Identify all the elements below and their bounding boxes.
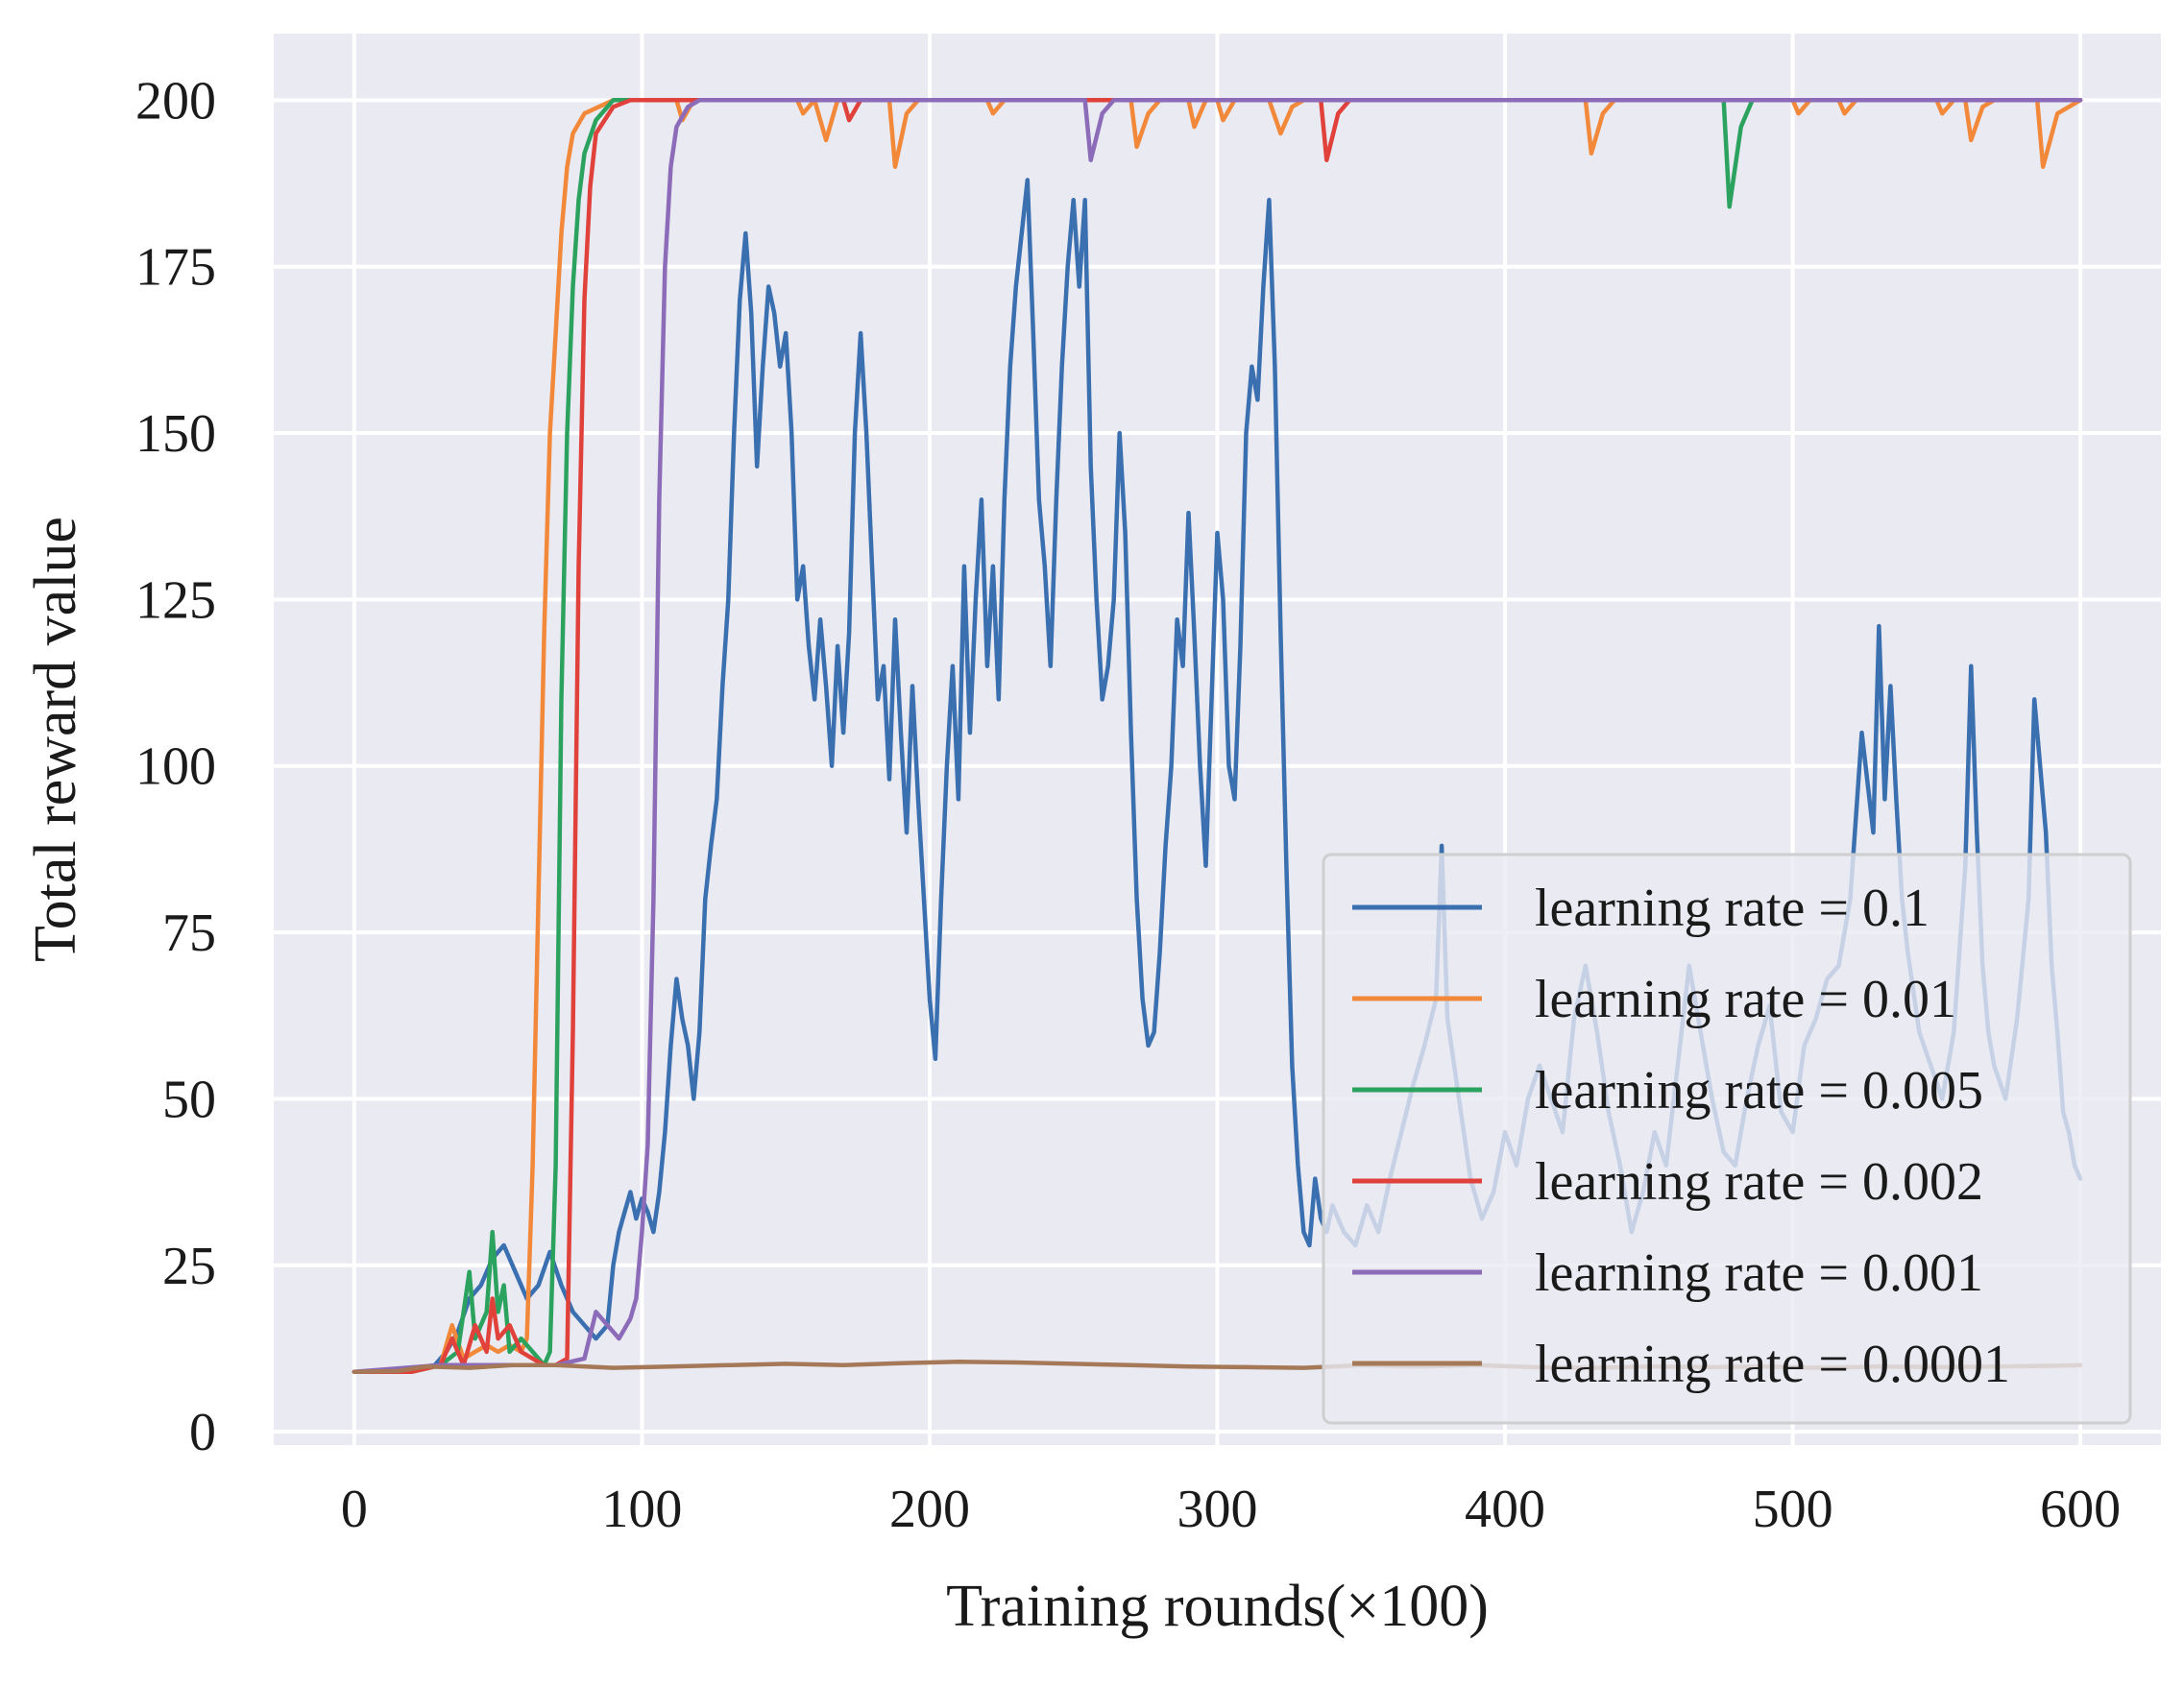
y-tick-label: 50 <box>162 1070 216 1129</box>
x-tick-label: 500 <box>1753 1480 1833 1539</box>
x-tick-label: 200 <box>889 1480 970 1539</box>
legend: learning rate = 0.1 learning rate = 0.01 l… <box>1322 853 2132 1425</box>
y-tick-label: 0 <box>189 1403 216 1462</box>
y-tick-label: 25 <box>162 1237 216 1296</box>
y-tick-label: 125 <box>135 570 216 630</box>
y-tick-label: 175 <box>135 238 216 298</box>
y-tick-label: 150 <box>135 404 216 464</box>
x-tick-label: 400 <box>1465 1480 1545 1539</box>
x-tick-label: 100 <box>601 1480 682 1539</box>
x-tick-label: 300 <box>1177 1480 1258 1539</box>
x-tick-label: 0 <box>341 1480 368 1539</box>
legend-label-1: learning rate = 0.1 <box>1535 879 1929 938</box>
legend-box <box>1322 853 2132 1425</box>
y-tick-label: 75 <box>162 904 216 963</box>
legend-label-5: learning rate = 0.001 <box>1535 1243 1983 1303</box>
y-tick-label: 100 <box>135 737 216 797</box>
y-tick-label: 200 <box>135 71 216 131</box>
x-axis-label: Training rounds(×100) <box>946 1574 1489 1639</box>
tick-labels: 0 100 200 300 400 500 600 0 25 50 75 100 125 150 175 20… <box>135 71 2121 1539</box>
legend-label-6: learning rate = 0.0001 <box>1535 1335 2010 1394</box>
legend-label-3: learning rate = 0.005 <box>1535 1061 1983 1121</box>
legend-label-4: learning rate = 0.002 <box>1535 1152 1983 1212</box>
legend-label-2: learning rate = 0.01 <box>1535 970 1956 1029</box>
y-axis-label: Total reward value <box>23 517 88 962</box>
x-tick-label: 600 <box>2040 1480 2121 1539</box>
